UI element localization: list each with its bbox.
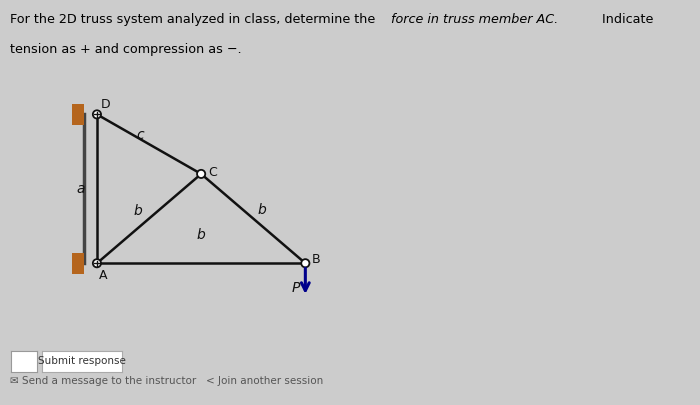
Text: a: a — [76, 182, 85, 196]
Circle shape — [197, 170, 205, 178]
Text: D: D — [101, 98, 111, 111]
Text: < Join another session: < Join another session — [206, 376, 323, 386]
Text: tension as + and compression as −.: tension as + and compression as −. — [10, 43, 242, 55]
Text: P: P — [292, 281, 300, 295]
Text: force in truss member AC.: force in truss member AC. — [391, 13, 558, 26]
Circle shape — [301, 259, 309, 267]
Text: A: A — [99, 269, 107, 282]
Text: Indicate: Indicate — [594, 13, 653, 26]
Text: b: b — [258, 202, 267, 217]
Text: For the 2D truss system analyzed in class, determine the: For the 2D truss system analyzed in clas… — [10, 13, 379, 26]
Bar — [71, 253, 83, 274]
Text: B: B — [312, 253, 321, 266]
Circle shape — [93, 110, 101, 119]
Bar — [71, 104, 83, 125]
Text: ✉ Send a message to the instructor: ✉ Send a message to the instructor — [10, 376, 197, 386]
Text: b: b — [134, 204, 142, 218]
Text: Submit response: Submit response — [38, 356, 126, 366]
Text: b: b — [197, 228, 206, 242]
Circle shape — [93, 259, 101, 267]
Text: C: C — [208, 166, 217, 179]
Text: c: c — [136, 128, 144, 142]
